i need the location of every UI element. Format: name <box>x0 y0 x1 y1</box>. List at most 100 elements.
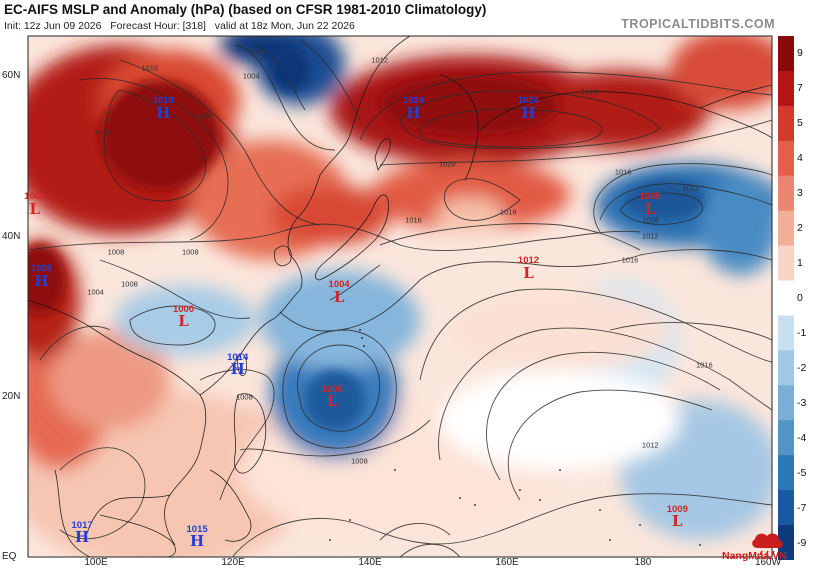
map-title: EC-AIFS MSLP and Anomaly (hPa) (based on… <box>4 2 487 17</box>
pressure-letter: L <box>333 287 345 306</box>
colorbar-swatch <box>778 350 794 386</box>
isobar-label: 1000 <box>249 47 267 57</box>
colorbar-label: -7 <box>797 501 807 514</box>
colorbar-swatch <box>778 175 794 212</box>
pressure-letter: H <box>74 528 90 547</box>
isobar-label: 1004 <box>87 287 104 297</box>
pressure-letter: H <box>34 271 49 290</box>
pressure-value: 1003 <box>24 191 46 203</box>
pressure-value: 1024 <box>402 94 425 106</box>
colorbar-label: -4 <box>797 431 807 444</box>
pressure-value: 1017 <box>71 519 93 531</box>
low-pressure-center: 1000 L <box>173 304 194 329</box>
nangmua-logo-text: NangMua.VN <box>722 550 787 562</box>
pressure-value: 1014 <box>227 351 249 363</box>
colorbar-swatch <box>778 210 794 247</box>
pressure-value: 1019 <box>152 94 174 106</box>
isobar-label: 1008 <box>236 392 253 402</box>
colorbar-swatch <box>778 525 794 560</box>
pressure-value: 1004 <box>328 279 350 291</box>
lat-label: 20N <box>2 391 21 402</box>
colorbar-label: -1 <box>797 326 807 339</box>
colorbar-swatch <box>778 280 794 316</box>
pressure-value: 1005 <box>321 383 343 395</box>
isobar-label: 1016 <box>614 167 632 177</box>
lon-label: 180 <box>634 557 652 568</box>
valid-time: valid at 18z Mon, Jun 22 2026 <box>214 20 355 32</box>
colorbar-label: 1 <box>797 257 803 270</box>
pressure-value: 1015 <box>186 523 208 535</box>
isobar-label: 1012 <box>371 55 389 65</box>
colorbar-swatch <box>778 455 794 491</box>
colorbar-label: 4 <box>797 152 803 165</box>
isobar-label: 1016 <box>405 215 422 225</box>
high-pressure-center: 1017 H <box>72 521 93 546</box>
forecast-hour: Forecast Hour: [318] <box>110 20 206 32</box>
colorbar-label: 2 <box>797 222 803 235</box>
low-pressure-center: 1009 L <box>667 505 688 530</box>
pressure-letter: L <box>29 199 41 218</box>
high-pressure-center: 1015 H <box>187 525 208 550</box>
isobar-label: 1020 <box>439 159 456 169</box>
low-pressure-center: 1012 L <box>518 256 539 281</box>
pressure-letter: H <box>189 532 205 551</box>
colorbar-swatch <box>778 245 794 282</box>
isobar-label: 1016 <box>581 87 598 97</box>
isobar-label: 1012 <box>682 183 700 193</box>
colorbar-label: 7 <box>797 82 803 95</box>
pressure-letter: L <box>178 311 189 330</box>
pressure-letter: L <box>644 199 656 218</box>
pressure-value: 1025 <box>30 263 53 275</box>
colorbar-label: 0 <box>797 292 803 304</box>
lat-label: 60N <box>2 70 21 81</box>
low-pressure-center: 1005 L <box>322 384 343 409</box>
colorbar-label: 3 <box>797 187 803 200</box>
lon-label: 100E <box>84 557 108 568</box>
site-brand: TROPICALTIDBITS.COM <box>621 17 775 31</box>
isobar-label: 1008 <box>195 111 213 121</box>
isobar-label: 1004 <box>242 71 260 81</box>
low-pressure-center: 1004 L <box>329 280 350 305</box>
colorbar-label: -2 <box>797 361 807 374</box>
pressure-letter: H <box>521 103 536 122</box>
colorbar-label: 9 <box>797 47 803 60</box>
lon-label: 160W <box>754 557 782 568</box>
isobar-label: 1012 <box>641 231 659 241</box>
colorbar-swatch <box>778 420 794 456</box>
lat-label: 40N <box>2 231 21 242</box>
lon-label: 120E <box>221 557 245 568</box>
colorbar-label: -9 <box>797 536 807 549</box>
low-pressure-center: 1003 L <box>24 192 45 217</box>
colorbar-swatch <box>778 385 794 421</box>
pressure-letter: L <box>672 512 683 531</box>
pressure-letter: L <box>327 391 338 410</box>
isobar-label: 1008 <box>181 247 199 257</box>
colorbar-swatch <box>778 315 794 351</box>
colorbar-swatch <box>778 490 794 526</box>
pressure-letter: H <box>230 359 245 378</box>
isobar-label: 1008 <box>121 279 138 289</box>
pressure-value: 1024 <box>517 94 540 106</box>
high-pressure-center: 1024 H <box>518 96 539 121</box>
nangmua-logo <box>752 533 783 556</box>
high-pressure-center: 1014 H <box>227 352 248 377</box>
isobar-label: 1016 <box>499 207 517 217</box>
isobar-label: 1016 <box>696 360 713 370</box>
pressure-letter: L <box>523 263 534 282</box>
isobar-label: 1008 <box>351 456 368 466</box>
lon-label: 160E <box>495 557 519 568</box>
colorbar-swatch <box>778 70 794 107</box>
pressure-value: 1000 <box>172 303 195 315</box>
isobar-label: 1012 <box>94 127 111 137</box>
low-pressure-center: 1005 L <box>640 192 661 217</box>
pressure-value: 1012 <box>517 255 540 267</box>
colorbar-label: -5 <box>797 466 807 479</box>
colorbar-swatch <box>778 36 794 72</box>
pressure-letter: H <box>406 103 421 122</box>
colorbar-swatch <box>778 105 794 142</box>
lat-label: EQ <box>2 551 17 562</box>
init-time: Init: 12z Jun 09 2026 <box>4 20 102 32</box>
isobar-label: 1016 <box>621 255 639 265</box>
pressure-value: 1009 <box>666 503 688 515</box>
